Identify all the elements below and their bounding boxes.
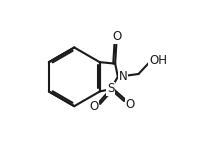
Text: N: N	[119, 70, 128, 83]
Text: O: O	[126, 98, 135, 111]
Text: S: S	[107, 82, 114, 95]
Text: O: O	[112, 30, 121, 43]
Text: O: O	[89, 100, 98, 113]
Text: OH: OH	[149, 54, 167, 67]
